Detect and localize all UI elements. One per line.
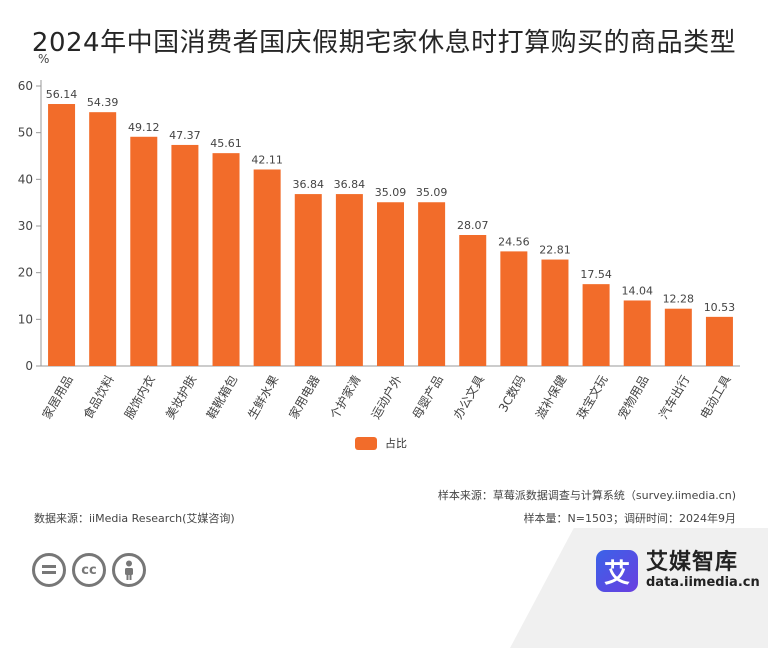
bar-value-label: 54.39 — [87, 96, 119, 109]
bar — [130, 136, 158, 366]
bar — [335, 194, 363, 366]
bar-value-label: 22.81 — [539, 244, 571, 257]
brand-name: 艾媒智库 — [646, 550, 739, 575]
bar — [623, 300, 651, 366]
bar — [459, 235, 487, 366]
bar — [253, 169, 281, 366]
sample-info-note: 样本量：N=1503；调研时间：2024年9月 — [523, 512, 736, 525]
bar — [48, 104, 76, 366]
x-tick-label: 滋补保健 — [533, 373, 569, 422]
sample-source-note: 样本来源：草莓派数据调查与计算系统（survey.iimedia.cn) — [437, 489, 736, 502]
legend-swatch — [355, 436, 377, 450]
bar-value-label: 35.09 — [416, 186, 448, 199]
bar-value-label: 36.84 — [334, 178, 366, 191]
data-source-note: 数据来源：iiMedia Research(艾媒咨询) — [34, 512, 235, 525]
y-tick-label: 30 — [18, 219, 33, 233]
x-tick-label: 服饰内衣 — [121, 372, 158, 421]
x-tick-label: 家用电器 — [285, 372, 322, 421]
x-tick-label: 鞋靴箱包 — [203, 372, 240, 421]
bar — [418, 202, 446, 366]
x-tick-label: 家居用品 — [39, 372, 76, 421]
bar-value-label: 12.28 — [663, 293, 695, 306]
bar — [377, 202, 404, 366]
equals-icon — [32, 553, 66, 587]
x-tick-label: 个护家清 — [327, 372, 364, 421]
bar — [89, 112, 117, 367]
x-tick-label: 电动工具 — [698, 373, 734, 422]
chart-legend[interactable]: 占比 — [355, 435, 407, 451]
bar — [582, 284, 610, 366]
bar — [500, 251, 528, 366]
x-tick-label: 生鲜水果 — [245, 373, 281, 422]
y-tick-label: 50 — [18, 126, 33, 140]
y-tick-label: 40 — [18, 172, 33, 186]
chart-bar-labels: 56.14 54.39 49.12 47.37 45.61 42.11 36.84 36.84… — [46, 88, 735, 314]
bar — [171, 144, 199, 366]
x-tick-label: 美妆护肤 — [162, 372, 199, 421]
y-axis-unit: % — [38, 52, 50, 66]
chart-axes: 0 10 20 30 40 50 60 — [18, 79, 740, 373]
person-icon — [112, 553, 146, 587]
y-tick-label: 60 — [18, 79, 33, 93]
y-tick-label: 10 — [18, 312, 33, 326]
bar-value-label: 10.53 — [704, 301, 736, 314]
x-tick-label: 珠宝文玩 — [573, 372, 610, 421]
bar-value-label: 36.84 — [293, 178, 325, 191]
y-tick-label: 0 — [25, 359, 33, 373]
bar-value-label: 14.04 — [621, 284, 653, 297]
bar-chart: 0 10 20 30 40 50 60 56.14 54.39 49.12 47.37 45.61 4… — [18, 79, 740, 421]
bar — [541, 259, 569, 366]
brand-logo-icon: 艾 — [596, 550, 638, 592]
chart-title: 2024年中国消费者国庆假期宅家休息时打算购买的商品类型 — [31, 28, 737, 58]
cc-icon: cc — [72, 553, 106, 587]
x-tick-label: 宠物用品 — [614, 372, 651, 421]
brand-url: data.iimedia.cn — [646, 575, 760, 590]
bar — [212, 153, 240, 366]
x-tick-label: 3C数码 — [495, 372, 528, 414]
bar — [294, 194, 322, 366]
brand-logo-block[interactable]: 艾 艾媒智库 data.iimedia.cn — [596, 550, 760, 592]
bar-value-label: 42.11 — [251, 153, 283, 166]
chart-bars — [48, 104, 733, 367]
bar-value-label: 28.07 — [457, 219, 489, 232]
x-tick-label: 办公文具 — [450, 372, 487, 421]
bar-value-label: 49.12 — [128, 121, 160, 134]
bar-value-label: 47.37 — [169, 129, 201, 142]
bar-value-label: 24.56 — [498, 235, 530, 248]
y-tick-label: 20 — [18, 266, 33, 280]
x-tick-label: 运动户外 — [368, 372, 405, 421]
license-icons: cc — [32, 553, 146, 587]
bar-value-label: 35.09 — [375, 186, 407, 199]
x-tick-label: 食品饮料 — [80, 372, 117, 421]
bar — [664, 308, 692, 366]
bar — [705, 316, 733, 366]
bar-value-label: 17.54 — [580, 268, 612, 281]
bar-value-label: 56.14 — [46, 88, 78, 101]
chart-category-labels: 家居用品 食品饮料 服饰内衣 美妆护肤 鞋靴箱包 生鲜水果 家用电器 个护家清 运动户外 母婴产品… — [39, 372, 734, 421]
x-tick-label: 母婴产品 — [410, 373, 446, 422]
x-tick-label: 汽车出行 — [656, 372, 693, 421]
bar-value-label: 45.61 — [210, 137, 242, 150]
legend-label: 占比 — [385, 437, 407, 450]
